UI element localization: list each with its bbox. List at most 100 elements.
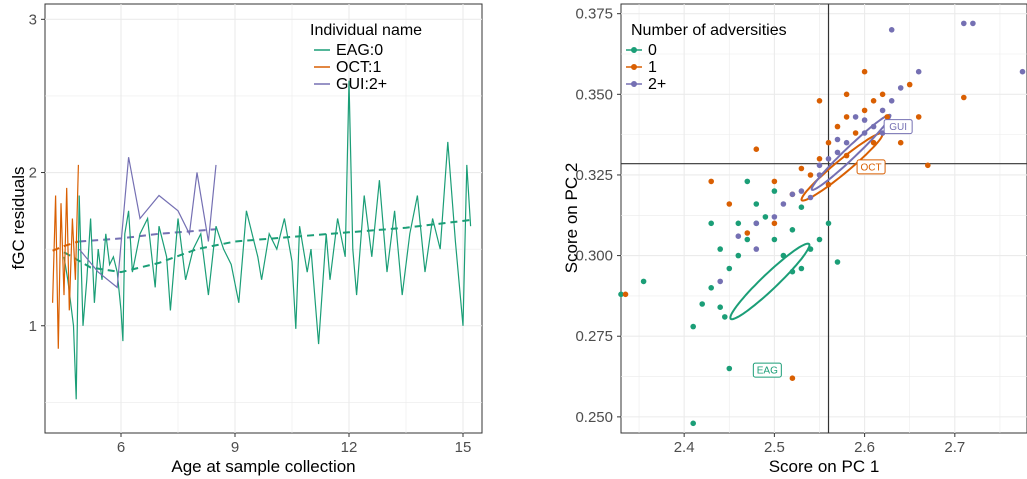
point-group-1	[861, 68, 868, 75]
left-x-axis-title: Age at sample collection	[171, 457, 355, 476]
point-group-1	[843, 152, 850, 159]
point-group-1	[726, 201, 733, 207]
right-reference-lines	[621, 4, 1027, 433]
right-x-tick-label: 2.5	[764, 439, 785, 456]
point-group-1	[708, 178, 714, 185]
point-group-2+	[1019, 68, 1026, 75]
left-legend-title: Individual name	[310, 22, 422, 39]
point-group-1	[816, 98, 823, 104]
right-x-axis-title: Score on PC 1	[769, 457, 880, 476]
right-x-tick-label: 2.6	[854, 439, 875, 456]
left-y-tick-label: 1	[29, 318, 37, 335]
point-group-0	[789, 227, 796, 233]
point-group-2+	[861, 117, 868, 123]
centroid-label-box-c1	[856, 159, 886, 175]
point-group-2+	[852, 114, 859, 120]
ellipse-c1	[800, 132, 884, 202]
point-group-1	[852, 130, 859, 136]
point-group-0	[717, 304, 723, 311]
point-group-0	[798, 265, 805, 272]
left-grid	[45, 4, 482, 433]
legend-key-dot-c1	[631, 64, 637, 70]
point-group-2+	[915, 68, 922, 75]
point-group-1	[789, 375, 796, 382]
centroid-label-box-c0	[752, 362, 782, 378]
point-group-0	[798, 204, 805, 210]
point-group-0	[825, 220, 832, 227]
right-y-tick-label: 0.350	[575, 86, 613, 103]
left-x-tick-label: 9	[231, 439, 239, 456]
point-group-1	[961, 94, 967, 101]
point-group-2+	[807, 194, 814, 201]
left-y-ticks: 1 2 3	[29, 11, 45, 335]
centroid-label-c0: EAG	[757, 366, 778, 377]
point-group-0	[726, 365, 733, 372]
point-group-1	[825, 139, 832, 146]
point-group-1	[879, 91, 886, 98]
point-group-0	[735, 220, 742, 227]
left-y-tick-label: 2	[29, 165, 37, 182]
point-group-1	[884, 114, 890, 120]
legend-label-c2: 2+	[648, 76, 666, 93]
point-group-2+	[870, 123, 877, 130]
right-legend-title: Number of adversities	[631, 22, 787, 39]
point-group-2+	[780, 201, 787, 207]
point-group-0	[744, 178, 751, 185]
point-group-0	[753, 201, 760, 207]
left-chart-panel: 6 9 12 15 123 Age at sample collection fGC …	[9, 3, 483, 476]
point-group-0	[780, 252, 787, 259]
left-y-tick-label: 3	[29, 11, 37, 28]
right-scatter-points	[618, 20, 1026, 427]
right-y-ticks: 0.250 0.275 0.300 0.325 0.350 0.375	[575, 6, 621, 426]
right-y-tick-label: 0.250	[575, 409, 613, 426]
point-group-1	[906, 81, 913, 88]
point-group-1	[897, 139, 904, 146]
right-legend: Number of adversities 012+	[626, 22, 787, 93]
point-group-2+	[753, 220, 760, 227]
point-group-1	[843, 114, 850, 120]
right-plot-frame	[620, 3, 1027, 434]
series-line-gui	[78, 157, 217, 289]
point-group-2+	[771, 214, 778, 220]
right-y-axis-title: Score on PC 2	[562, 163, 581, 274]
point-group-2+	[717, 278, 723, 285]
point-group-0	[722, 314, 728, 320]
point-group-2+	[816, 162, 823, 169]
right-y-tick-label: 0.375	[575, 6, 613, 23]
point-group-0	[807, 246, 814, 252]
point-group-2+	[789, 191, 796, 198]
left-x-tick-label: 12	[341, 439, 358, 456]
point-group-0	[834, 259, 841, 265]
point-group-1	[798, 165, 805, 172]
trend-line-c0	[63, 219, 471, 274]
centroid-label-c1: OCT	[861, 162, 882, 173]
legend-label-c1: 1	[648, 59, 657, 76]
point-group-0	[816, 236, 823, 243]
legend-key-dot-c2	[631, 81, 637, 87]
point-group-1	[771, 178, 778, 185]
right-x-ticks: 2.4 2.5 2.6 2.7	[674, 433, 965, 456]
point-group-1	[861, 107, 868, 114]
point-group-1	[843, 91, 850, 98]
point-group-1	[915, 114, 922, 120]
point-group-1	[834, 123, 841, 130]
centroid-label-c2: GUI	[889, 122, 907, 133]
point-group-2+	[879, 107, 886, 114]
point-group-1	[925, 162, 931, 169]
left-x-tick-label: 6	[117, 439, 125, 456]
legend-label-c1: OCT:1	[336, 59, 381, 76]
point-group-1	[753, 146, 760, 152]
point-group-2+	[961, 20, 967, 27]
point-group-1	[807, 172, 814, 178]
legend-label-c2: GUI:2+	[336, 76, 387, 93]
left-plot-frame	[44, 3, 483, 434]
point-group-0	[690, 420, 696, 427]
point-group-0	[771, 236, 778, 243]
right-x-tick-label: 2.7	[944, 439, 965, 456]
point-group-2+	[843, 139, 850, 146]
point-group-1	[744, 230, 751, 236]
left-y-axis-title: fGC residuals	[9, 167, 28, 270]
